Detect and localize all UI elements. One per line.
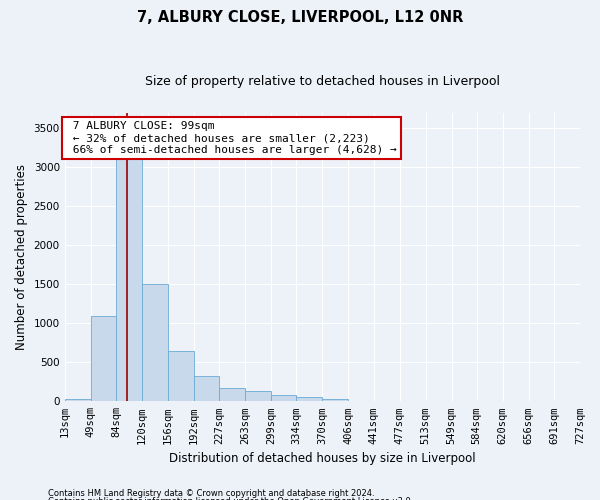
Bar: [194, 376, 219, 402]
Title: Size of property relative to detached houses in Liverpool: Size of property relative to detached ho…: [145, 75, 500, 88]
Bar: [245, 391, 271, 402]
X-axis label: Distribution of detached houses by size in Liverpool: Distribution of detached houses by size …: [169, 452, 476, 465]
Bar: [219, 388, 245, 402]
Bar: [322, 400, 349, 402]
Bar: [271, 395, 296, 402]
Bar: [296, 397, 322, 402]
Text: Contains public sector information licensed under the Open Government Licence v3: Contains public sector information licen…: [48, 497, 413, 500]
Bar: [116, 132, 142, 402]
Bar: [91, 316, 116, 402]
Bar: [168, 350, 194, 402]
Bar: [349, 400, 374, 402]
Text: 7, ALBURY CLOSE, LIVERPOOL, L12 0NR: 7, ALBURY CLOSE, LIVERPOOL, L12 0NR: [137, 10, 463, 25]
Bar: [142, 284, 168, 402]
Text: 7 ALBURY CLOSE: 99sqm
 ← 32% of detached houses are smaller (2,223)
 66% of semi: 7 ALBURY CLOSE: 99sqm ← 32% of detached …: [66, 122, 397, 154]
Text: Contains HM Land Registry data © Crown copyright and database right 2024.: Contains HM Land Registry data © Crown c…: [48, 488, 374, 498]
Bar: [65, 399, 91, 402]
Y-axis label: Number of detached properties: Number of detached properties: [15, 164, 28, 350]
